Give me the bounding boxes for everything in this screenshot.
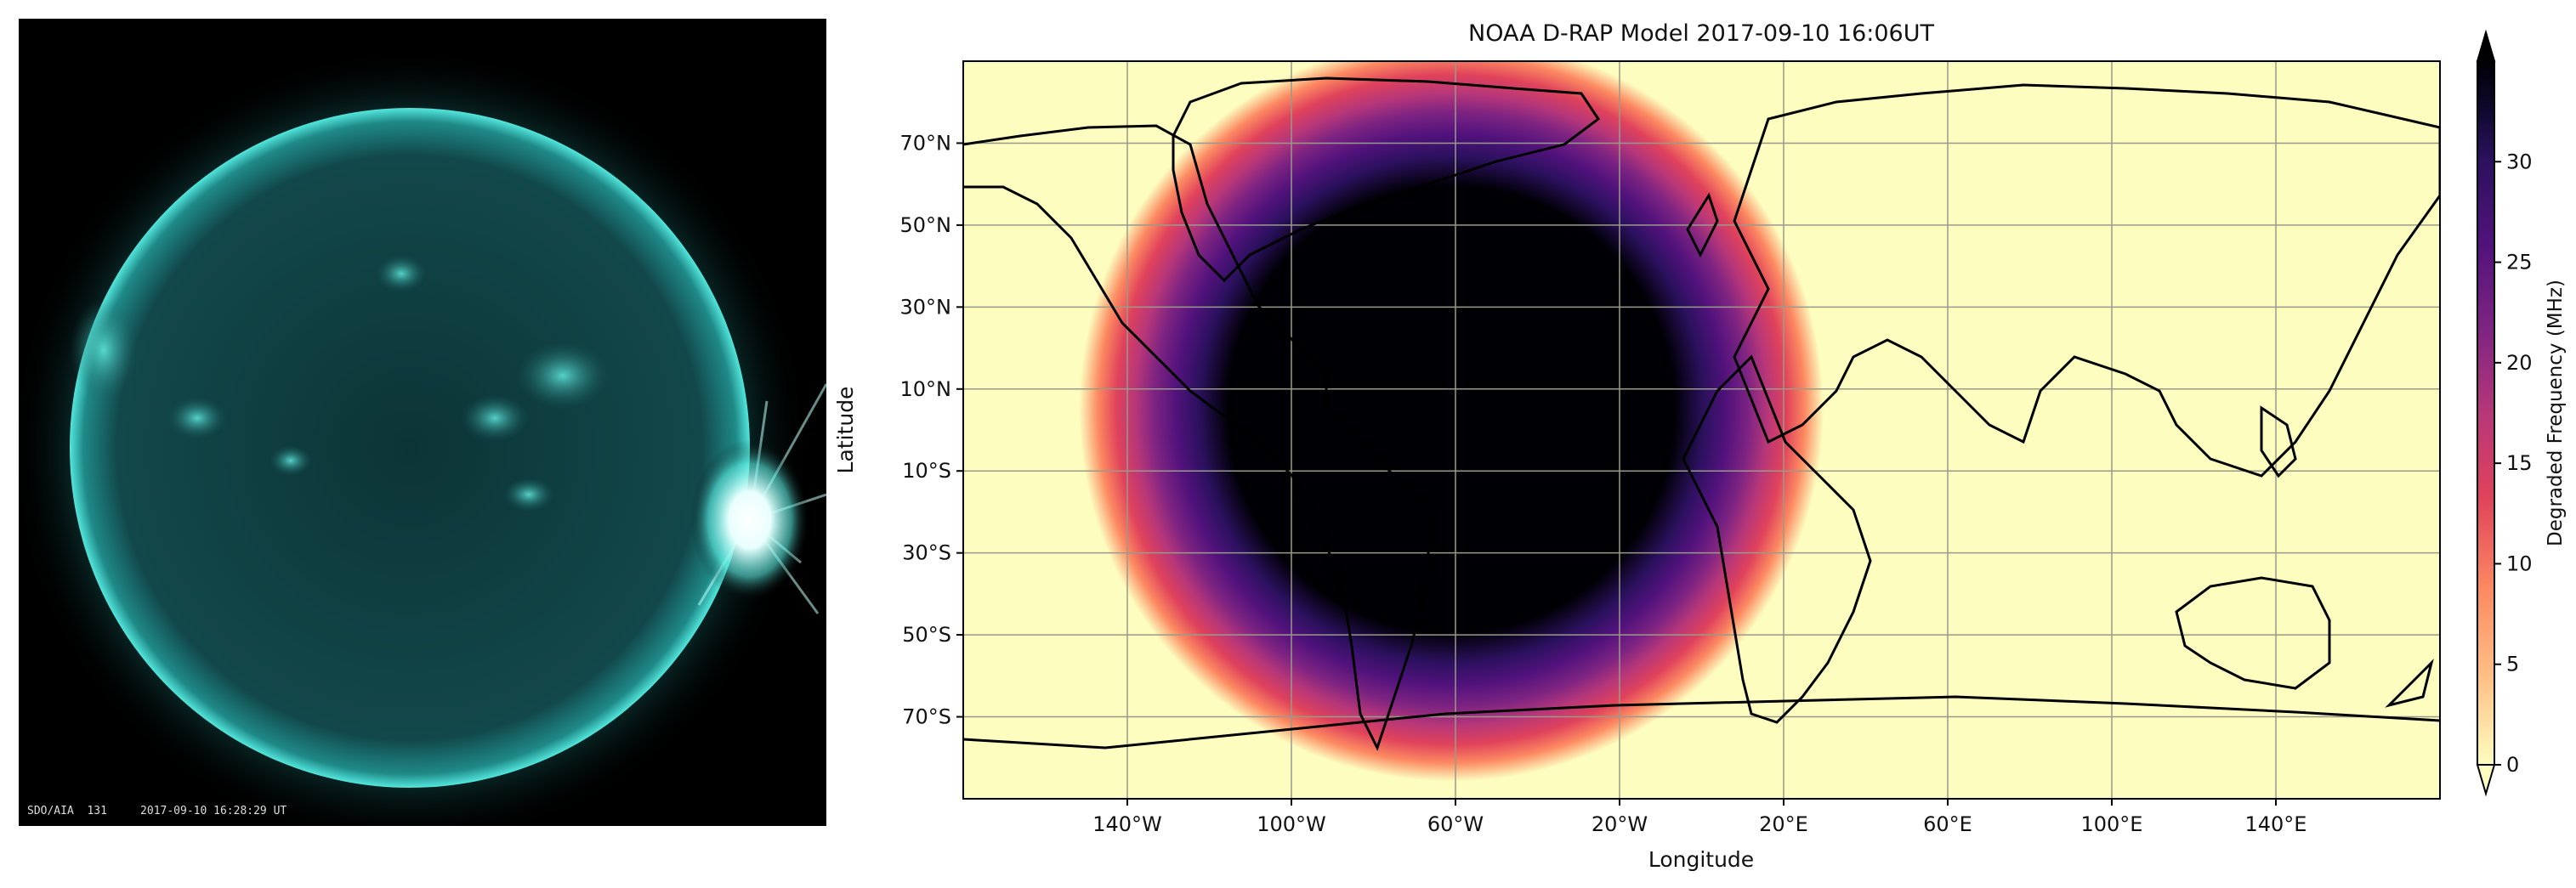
colorbar: 0 5 10 15 20 25 30 Degraded Frequency (MHz) [2476, 29, 2567, 797]
colorbar-tick-label: 25 [2506, 251, 2533, 274]
degraded-frequency-field [963, 61, 2440, 799]
colorbar-tick-label: 20 [2506, 351, 2533, 375]
colorbar-tick-label: 5 [2506, 653, 2519, 676]
colorbar-tick-label: 0 [2506, 753, 2519, 777]
grid-lines [963, 61, 2440, 799]
colorbar-tick-label: 15 [2506, 451, 2533, 475]
sun-image-caption: SDO/AIA 131 2017-09-10 16:28:29 UT [27, 805, 287, 817]
y-tick-label: 10°N [900, 377, 952, 401]
x-tick-label: 60°E [1923, 812, 1972, 836]
y-tick-label: 10°S [902, 459, 951, 483]
colorbar-tick-label: 10 [2506, 551, 2533, 575]
chart-title: NOAA D-RAP Model 2017-09-10 16:06UT [1468, 20, 1934, 47]
solar-disk [70, 108, 750, 788]
x-tick-label: 60°W [1427, 812, 1484, 836]
x-tick-label: 20°E [1759, 812, 1808, 836]
y-tick-label: 70°N [900, 131, 952, 155]
x-tick-label: 100°W [1257, 812, 1326, 836]
sun-image [19, 48, 826, 826]
x-tick-label: 20°W [1592, 812, 1648, 836]
x-axis-label: Longitude [1648, 847, 1754, 872]
y-tick-label: 30°N [900, 295, 952, 319]
plot-area [963, 61, 2440, 799]
x-tick-label: 140°E [2245, 812, 2307, 836]
x-axis-ticks: 140°W 100°W 60°W 20°W 20°E 60°E 100°E 140°E [1092, 799, 2306, 836]
sun-image-panel: SDO/AIA 131 2017-09-10 16:28:29 UT [19, 19, 826, 826]
y-axis-label: Latitude [833, 387, 858, 474]
colorbar-label: Degraded Frequency (MHz) [2545, 280, 2567, 546]
coastlines [963, 76, 2440, 751]
plot-frame [962, 60, 2441, 800]
colorbar-scale [2477, 60, 2495, 766]
y-tick-label: 70°S [902, 705, 951, 729]
colorbar-extend-min [2476, 764, 2496, 797]
solar-flare [690, 439, 809, 601]
x-tick-label: 100°E [2081, 812, 2143, 836]
colorbar-tick-label: 30 [2506, 150, 2533, 173]
y-tick-label: 30°S [902, 541, 951, 565]
y-tick-label: 50°S [902, 623, 951, 647]
colorbar-ticks: 0 5 10 15 20 25 30 [2494, 150, 2533, 777]
y-axis-ticks: 70°N 50°N 30°N 10°N 10°S 30°S 50°S 70°S [900, 131, 963, 729]
x-tick-label: 140°W [1092, 812, 1162, 836]
y-tick-label: 50°N [900, 213, 952, 237]
colorbar-extend-max [2476, 29, 2496, 62]
active-regions [70, 255, 610, 512]
